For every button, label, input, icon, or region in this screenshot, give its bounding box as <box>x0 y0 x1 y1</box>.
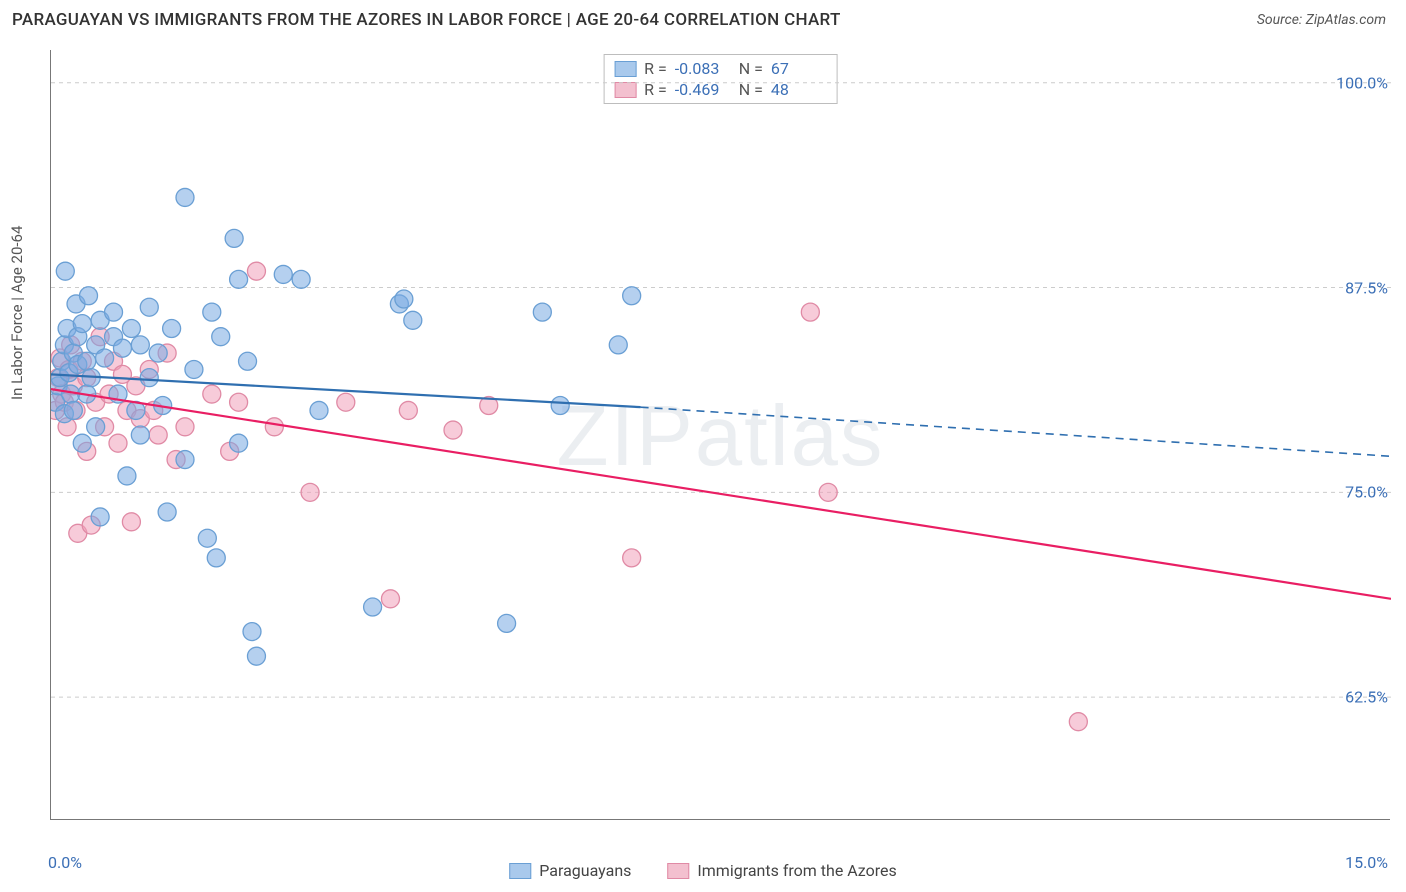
y-tick-label: 100.0% <box>1336 73 1388 92</box>
y-tick-label: 87.5% <box>1345 278 1388 297</box>
y-tick-label: 75.0% <box>1345 483 1388 502</box>
legend-item-paraguayans: Paraguayans <box>509 861 631 880</box>
bottom-legend: Paraguayans Immigrants from the Azores <box>509 861 897 880</box>
plot-area: ZIPatlas R = -0.083 N = 67 R = -0.469 N … <box>50 50 1390 820</box>
x-axis-start-label: 0.0% <box>48 853 82 872</box>
chart-source: Source: ZipAtlas.com <box>1257 12 1386 28</box>
x-axis-end-label: 15.0% <box>1345 853 1388 872</box>
swatch-azores <box>667 863 689 879</box>
y-tick-label: 62.5% <box>1345 688 1388 707</box>
legend-label-azores: Immigrants from the Azores <box>697 861 896 880</box>
swatch-paraguayans <box>509 863 531 879</box>
y-axis-label: In Labor Force | Age 20-64 <box>8 226 26 400</box>
legend-item-azores: Immigrants from the Azores <box>667 861 896 880</box>
chart-title: PARAGUAYAN VS IMMIGRANTS FROM THE AZORES… <box>12 10 841 30</box>
legend-label-paraguayans: Paraguayans <box>539 861 631 880</box>
chart-svg <box>51 50 1391 820</box>
